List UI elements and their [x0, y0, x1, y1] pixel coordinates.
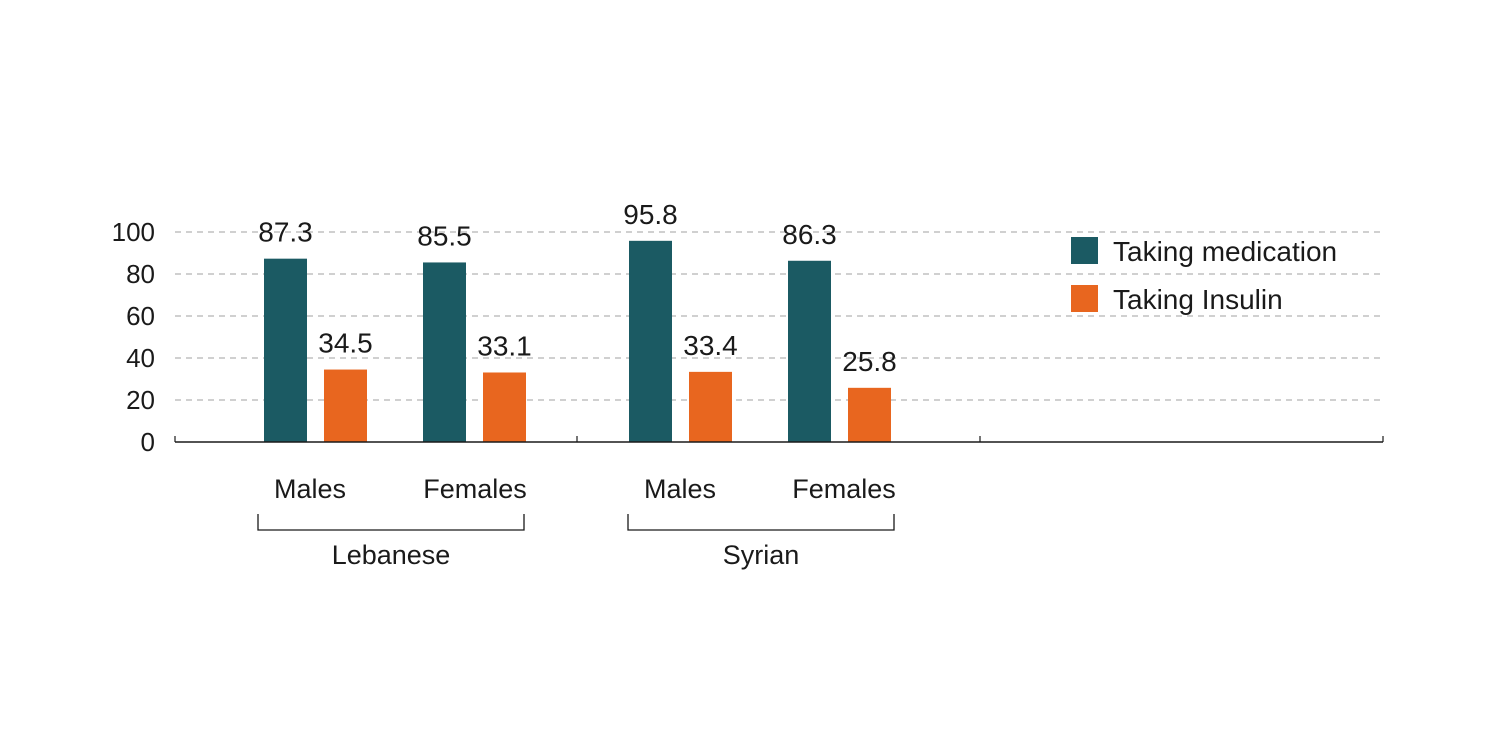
data-label: 33.1: [477, 330, 532, 361]
y-tick-label: 0: [141, 427, 155, 457]
y-tick-label: 80: [126, 259, 155, 289]
bar: [264, 258, 307, 442]
bar: [324, 369, 367, 442]
bars: [264, 240, 891, 442]
category-label: Males: [274, 474, 346, 504]
bar: [483, 372, 526, 442]
y-tick-label: 60: [126, 301, 155, 331]
legend: Taking medication Taking Insulin: [1071, 236, 1337, 315]
category-labels: Males Females Males Females: [274, 474, 896, 504]
y-axis: 0 20 40 60 80 100: [112, 217, 155, 457]
bar: [848, 387, 891, 442]
group-brackets: Lebanese Syrian: [257, 514, 895, 570]
category-label: Males: [644, 474, 716, 504]
group-bracket: [257, 514, 525, 531]
legend-label: Taking Insulin: [1113, 284, 1283, 315]
category-label: Females: [792, 474, 896, 504]
y-tick-label: 100: [112, 217, 155, 247]
legend-swatch: [1071, 237, 1098, 264]
bar: [423, 262, 466, 442]
bar: [629, 240, 672, 442]
data-label: 25.8: [842, 346, 897, 377]
category-label: Females: [423, 474, 527, 504]
legend-label: Taking medication: [1113, 236, 1337, 267]
bar: [788, 260, 831, 442]
legend-swatch: [1071, 285, 1098, 312]
data-label: 87.3: [258, 217, 313, 248]
data-label: 85.5: [417, 220, 472, 251]
group-bracket: [627, 514, 895, 531]
group-label: Lebanese: [332, 540, 451, 570]
gridlines: [175, 231, 1383, 401]
x-axis: [174, 436, 1384, 443]
data-labels: 87.3 85.5 95.8 86.3 34.5 33.1 33.4 25.8: [258, 199, 897, 377]
bar: [689, 371, 732, 442]
data-label: 86.3: [782, 219, 837, 250]
y-tick-label: 40: [126, 343, 155, 373]
y-tick-label: 20: [126, 385, 155, 415]
data-label: 33.4: [683, 330, 738, 361]
data-label: 34.5: [318, 328, 373, 359]
data-label: 95.8: [623, 199, 678, 230]
group-label: Syrian: [723, 540, 800, 570]
